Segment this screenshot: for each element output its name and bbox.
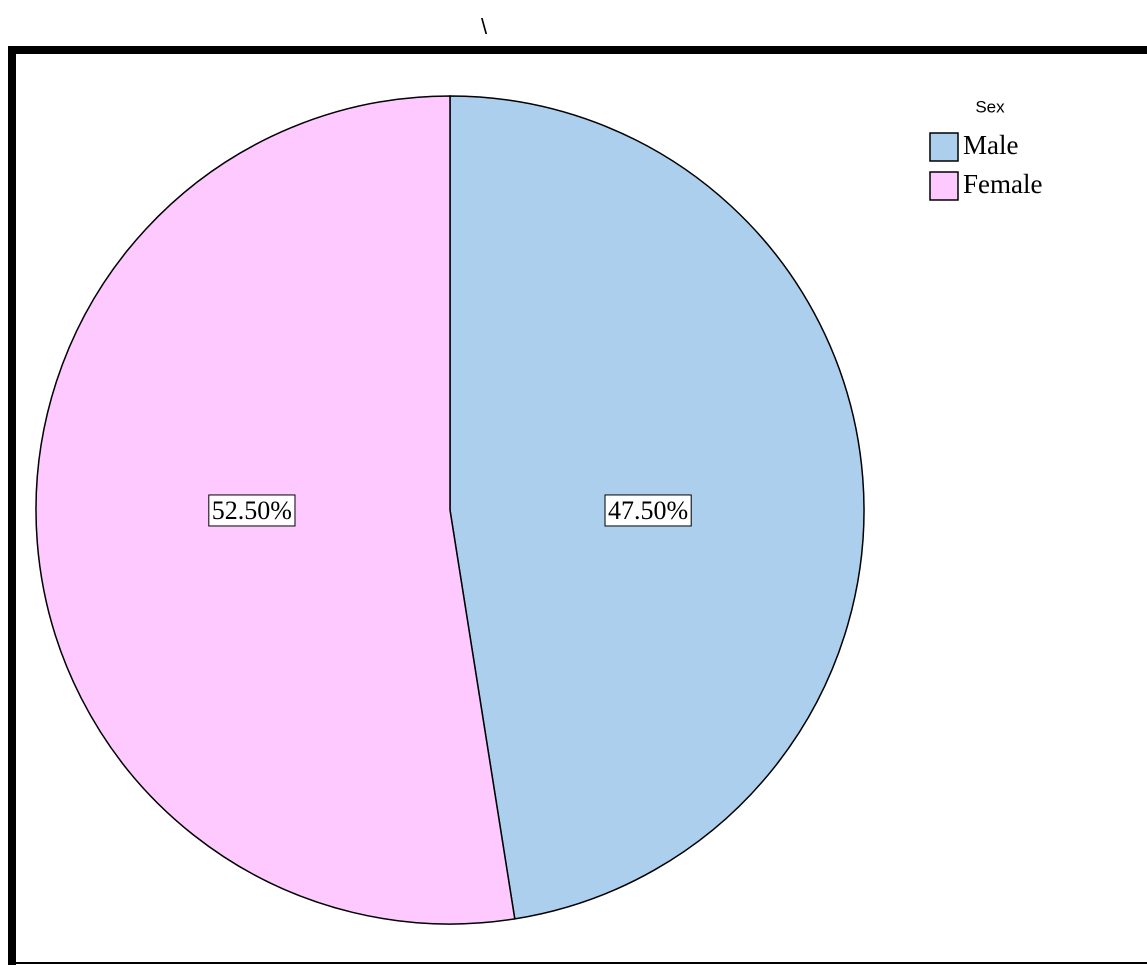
legend-swatch bbox=[929, 132, 959, 162]
data-label: 52.50% bbox=[212, 496, 292, 525]
legend-title: Sex bbox=[975, 97, 1005, 116]
data-label-box bbox=[208, 494, 296, 527]
legend-label: Female bbox=[963, 169, 1042, 199]
legend-label: Male bbox=[963, 130, 1018, 160]
data-label-box bbox=[604, 494, 692, 527]
annotation: \ bbox=[481, 14, 488, 39]
legend-swatch bbox=[929, 171, 959, 201]
frame bbox=[8, 46, 1147, 965]
data-label: 47.50% bbox=[608, 496, 688, 525]
